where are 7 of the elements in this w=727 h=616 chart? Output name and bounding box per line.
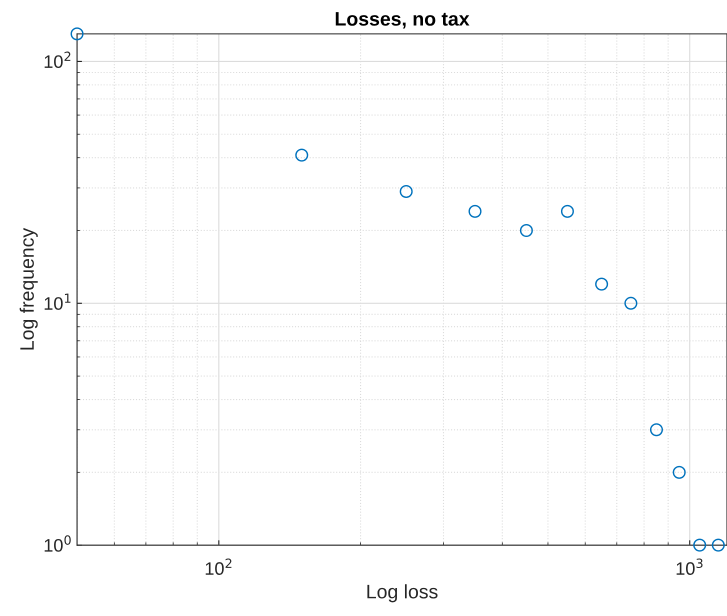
chart-title: Losses, no tax bbox=[336, 12, 470, 29]
x-axis-title: Log loss bbox=[367, 584, 438, 602]
x-tick-label: 10$^{3}$ bbox=[676, 558, 703, 575]
y-tick-label: 10$^{0}$ bbox=[44, 535, 71, 552]
y-tick-label: 10$^{2}$ bbox=[44, 52, 70, 68]
y-tick-label: 10$^{1}$ bbox=[44, 294, 70, 310]
y-axis-title: Log frequency bbox=[20, 228, 38, 350]
